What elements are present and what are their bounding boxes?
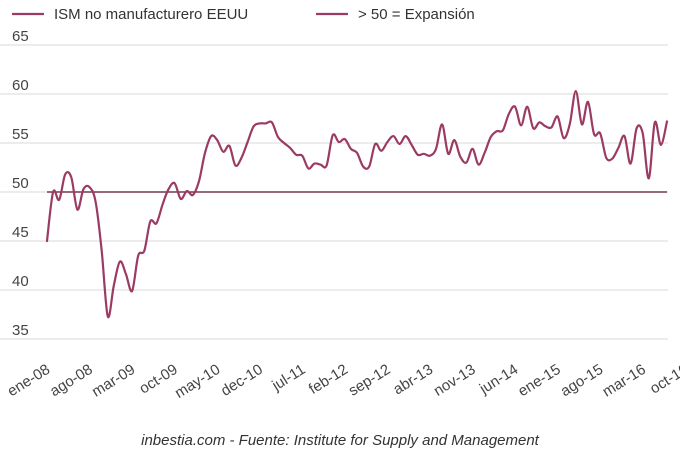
- x-tick-label: ene-08: [4, 361, 53, 400]
- legend: ISM no manufacturero EEUU > 50 = Expansi…: [12, 6, 475, 23]
- x-tick-label: abr-13: [390, 361, 436, 398]
- y-tick-label: 40: [12, 273, 29, 290]
- legend-label-threshold: > 50 = Expansión: [358, 6, 475, 23]
- x-tick-label: ago-15: [558, 361, 607, 400]
- x-tick-label: may-10: [172, 361, 223, 402]
- y-tick-label: 35: [12, 322, 29, 339]
- x-tick-label: mar-16: [600, 361, 649, 401]
- legend-label-ism: ISM no manufacturero EEUU: [54, 6, 248, 23]
- ism-series-line: [45, 90, 669, 319]
- y-tick-label: 55: [12, 126, 29, 143]
- source-caption: inbestia.com - Fuente: Institute for Sup…: [141, 432, 539, 449]
- x-tick-label: sep-12: [346, 361, 394, 400]
- x-tick-label: dec-10: [218, 361, 266, 400]
- y-axis: 35 40 45 50 55 60 65: [12, 28, 29, 339]
- y-tick-label: 50: [12, 175, 29, 192]
- x-tick-label: jun-14: [476, 361, 521, 398]
- x-tick-label: oct-16: [647, 361, 680, 398]
- y-tick-label: 45: [12, 224, 29, 241]
- x-tick-label: feb-12: [306, 361, 351, 398]
- x-tick-label: jul-11: [268, 361, 308, 395]
- x-tick-label: nov-13: [431, 361, 479, 400]
- x-tick-label: mar-09: [89, 361, 138, 401]
- x-tick-label: ago-08: [47, 361, 96, 400]
- y-tick-label: 65: [12, 28, 29, 45]
- y-tick-label: 60: [12, 77, 29, 94]
- x-tick-label: ene-15: [515, 361, 564, 400]
